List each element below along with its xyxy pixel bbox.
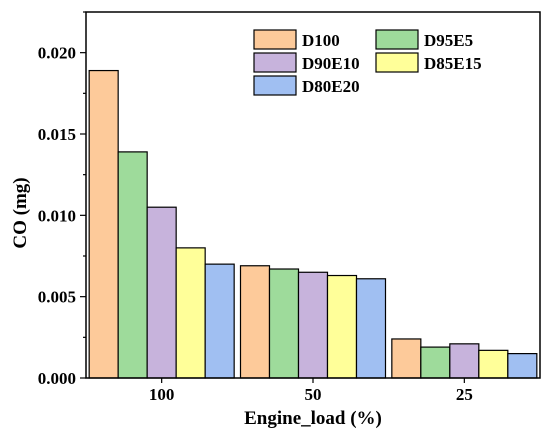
legend-swatch-d80e20 xyxy=(253,75,297,96)
legend-swatch-d100 xyxy=(253,29,297,50)
bar-d95e5-50 xyxy=(268,268,300,379)
legend-label-d100: D100 xyxy=(302,31,340,50)
legend-label-d90e10: D90E10 xyxy=(302,54,360,73)
bar-d85e15-50 xyxy=(326,274,358,379)
bar-d90e10-100 xyxy=(146,206,177,379)
axes-layer: 0.000 0.005 0.010 0.015 0.020 100 50 25 xyxy=(38,11,541,404)
bar-d85e15-25 xyxy=(478,349,509,379)
bar-d100-50 xyxy=(239,265,271,379)
legend-swatch-d90e10 xyxy=(253,52,297,73)
legend-label-d80e20: D80E20 xyxy=(302,77,360,96)
bar-d90e10-50 xyxy=(297,271,329,379)
y-tick-label: 0.015 xyxy=(38,125,76,144)
bar-d90e10-25 xyxy=(449,343,480,379)
x-tick-label-100: 100 xyxy=(149,385,175,404)
x-axis-title: Engine_load (%) xyxy=(244,408,382,429)
x-tick-label-25: 25 xyxy=(456,385,473,404)
bar-d80e20-25 xyxy=(507,353,538,379)
y-tick-label: 0.010 xyxy=(38,206,76,225)
legend: D100 D95E5 D90E10 D85E15 D80E20 xyxy=(253,29,482,96)
legend-label-d85e15: D85E15 xyxy=(424,54,482,73)
legend-label-d95e5: D95E5 xyxy=(424,31,473,50)
legend-swatch-d85e15 xyxy=(375,52,419,73)
y-tick-label: 0.000 xyxy=(38,369,76,388)
bar-d95e5-25 xyxy=(420,346,451,379)
legend-swatch-d95e5 xyxy=(375,29,419,50)
bars-layer xyxy=(88,69,538,379)
y-axis-title: CO (mg) xyxy=(10,177,31,248)
bar-d80e20-100 xyxy=(204,263,235,379)
y-tick-label: 0.020 xyxy=(38,44,76,63)
bar-d85e15-100 xyxy=(175,247,206,379)
bar-d100-100 xyxy=(88,69,119,379)
bar-d80e20-50 xyxy=(355,278,387,379)
bar-d100-25 xyxy=(391,338,422,379)
bar-d95e5-100 xyxy=(117,151,148,379)
x-tick-label-50: 50 xyxy=(305,385,322,404)
y-tick-label: 0.005 xyxy=(38,288,76,307)
